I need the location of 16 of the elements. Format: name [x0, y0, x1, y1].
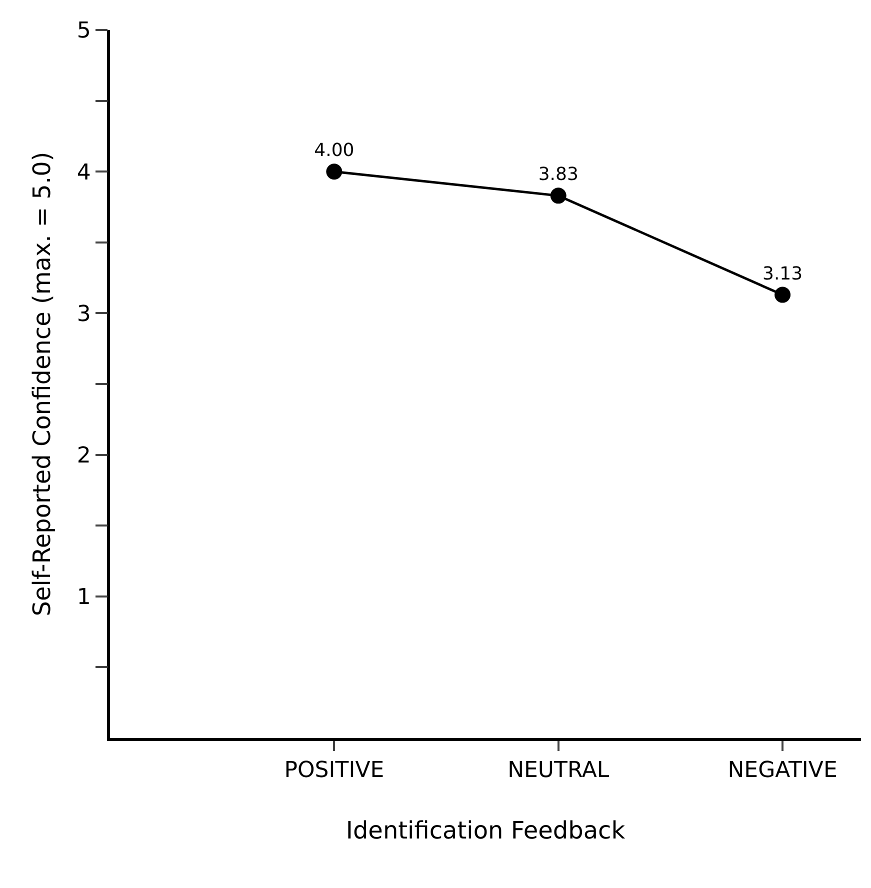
x-tick-label: NEUTRAL — [508, 758, 610, 784]
y-tick-label: 4 — [76, 160, 91, 186]
y-tick-label: 2 — [76, 444, 91, 468]
data-label: 4.00 — [314, 140, 354, 162]
x-axis-title: Identification Feedback — [346, 816, 626, 844]
data-label: 3.13 — [762, 263, 803, 284]
x-tick-label: POSITIVE — [284, 758, 384, 784]
x-tick-label: NEGATIVE — [728, 758, 838, 784]
point — [326, 164, 342, 180]
data-label: 3.83 — [538, 164, 578, 186]
point — [550, 188, 566, 204]
point — [774, 286, 791, 303]
y-axis-title: Self-Reported Confidence (max. = 5.0) — [28, 152, 56, 616]
y-tick-label: 1 — [76, 585, 91, 610]
y-tick-label: 5 — [76, 18, 91, 44]
y-tick-label: 3 — [76, 302, 91, 327]
